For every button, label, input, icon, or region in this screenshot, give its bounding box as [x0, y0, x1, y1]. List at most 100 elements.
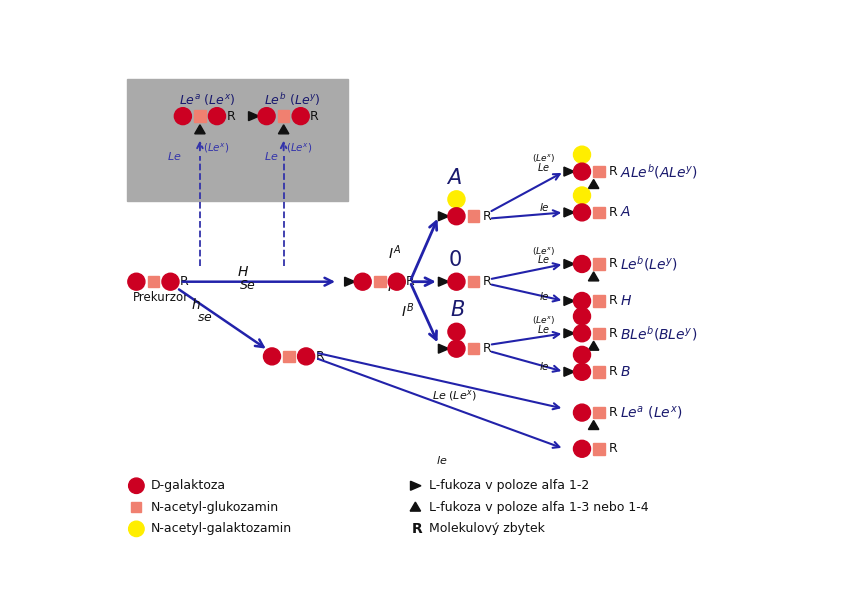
Bar	[593, 258, 605, 270]
Bar	[593, 166, 605, 177]
Polygon shape	[345, 277, 355, 286]
Text: $(Le^x)$: $(Le^x)$	[203, 142, 229, 155]
Circle shape	[573, 163, 591, 180]
Circle shape	[389, 273, 405, 290]
Circle shape	[573, 187, 591, 204]
Text: $Le\ (Le^x)$: $Le\ (Le^x)$	[432, 388, 476, 403]
Bar	[127, 79, 348, 201]
Text: $BLe^b(BLe^y)$: $BLe^b(BLe^y)$	[620, 324, 697, 343]
Text: $I^0$: $I^0$	[387, 276, 400, 295]
Polygon shape	[588, 421, 599, 429]
Text: R: R	[609, 206, 617, 219]
Text: R: R	[406, 275, 415, 288]
Circle shape	[573, 440, 591, 458]
Circle shape	[175, 108, 191, 125]
Text: R: R	[310, 109, 319, 122]
Text: $B$: $B$	[450, 300, 465, 320]
Circle shape	[293, 108, 309, 125]
Polygon shape	[411, 482, 421, 490]
Bar	[593, 328, 605, 339]
Text: $Le$: $Le$	[264, 150, 279, 162]
Polygon shape	[438, 212, 448, 221]
Circle shape	[162, 273, 179, 290]
Text: $I^A$: $I^A$	[389, 243, 401, 262]
Text: $(Le^x)$: $(Le^x)$	[286, 142, 313, 155]
Circle shape	[258, 108, 275, 125]
Circle shape	[573, 293, 591, 309]
Text: R: R	[483, 210, 491, 223]
Text: $le$: $le$	[540, 290, 550, 301]
Text: R: R	[411, 522, 422, 536]
Text: $I^B$: $I^B$	[400, 302, 414, 320]
Bar	[468, 210, 480, 222]
Bar	[132, 502, 142, 512]
Circle shape	[573, 308, 591, 325]
Text: $Le$: $Le$	[537, 253, 550, 265]
Text: R: R	[226, 109, 235, 122]
Circle shape	[128, 273, 145, 290]
Circle shape	[573, 325, 591, 342]
Bar	[593, 443, 605, 454]
Circle shape	[208, 108, 225, 125]
Text: $Le^a\ (Le^x)$: $Le^a\ (Le^x)$	[620, 404, 683, 421]
Text: $le$: $le$	[540, 201, 550, 213]
Text: $A$: $A$	[447, 168, 462, 188]
Polygon shape	[588, 180, 599, 188]
Circle shape	[573, 346, 591, 363]
Text: R: R	[609, 442, 617, 455]
Circle shape	[573, 146, 591, 163]
Text: $se$: $se$	[196, 311, 212, 323]
Bar	[593, 207, 605, 218]
Bar	[593, 407, 605, 418]
Text: $(Le^x)$: $(Le^x)$	[532, 314, 555, 326]
Text: R: R	[609, 165, 617, 178]
Bar	[593, 295, 605, 307]
Circle shape	[573, 404, 591, 421]
Polygon shape	[564, 367, 574, 376]
Text: $Le$: $Le$	[168, 150, 182, 162]
Polygon shape	[411, 502, 421, 511]
Polygon shape	[195, 125, 205, 134]
Text: Molekulový zbytek: Molekulový zbytek	[429, 522, 545, 536]
Text: L-fukoza v poloze alfa 1-3 nebo 1-4: L-fukoza v poloze alfa 1-3 nebo 1-4	[429, 501, 649, 514]
Bar	[278, 110, 289, 122]
Polygon shape	[438, 344, 448, 353]
Text: R: R	[609, 295, 617, 308]
Text: $Le$: $Le$	[537, 323, 550, 335]
Circle shape	[448, 273, 465, 290]
Text: $(Le^x)$: $(Le^x)$	[532, 245, 555, 257]
Circle shape	[448, 191, 465, 208]
Text: $Se$: $Se$	[239, 279, 256, 292]
Text: $A$: $A$	[620, 205, 631, 220]
Polygon shape	[564, 329, 574, 338]
Circle shape	[573, 363, 591, 380]
Text: R: R	[609, 406, 617, 419]
Polygon shape	[564, 260, 574, 269]
Circle shape	[448, 208, 465, 224]
Bar	[593, 366, 605, 378]
Text: $le$: $le$	[540, 360, 550, 373]
Polygon shape	[588, 341, 599, 350]
Circle shape	[573, 204, 591, 221]
Polygon shape	[564, 296, 574, 306]
Text: $B$: $B$	[620, 365, 631, 379]
Circle shape	[264, 348, 281, 365]
Circle shape	[448, 323, 465, 340]
Polygon shape	[278, 125, 289, 134]
Polygon shape	[564, 208, 574, 217]
Bar	[148, 276, 159, 287]
Circle shape	[298, 348, 314, 365]
Text: R: R	[483, 275, 491, 288]
Text: $H$: $H$	[620, 294, 632, 308]
Text: $le$: $le$	[436, 454, 447, 466]
Text: N-acetyl-glukozamin: N-acetyl-glukozamin	[150, 501, 278, 514]
Bar	[283, 351, 295, 362]
Text: $Le^b\ (Le^y)$: $Le^b\ (Le^y)$	[264, 91, 321, 108]
Bar	[194, 110, 206, 122]
Text: $0$: $0$	[448, 250, 462, 270]
Text: $(Le^x)$: $(Le^x)$	[532, 153, 555, 164]
Bar	[468, 343, 480, 354]
Bar	[468, 276, 480, 287]
Text: $Le^b(Le^y)$: $Le^b(Le^y)$	[620, 255, 678, 274]
Text: $Le$: $Le$	[537, 161, 550, 173]
